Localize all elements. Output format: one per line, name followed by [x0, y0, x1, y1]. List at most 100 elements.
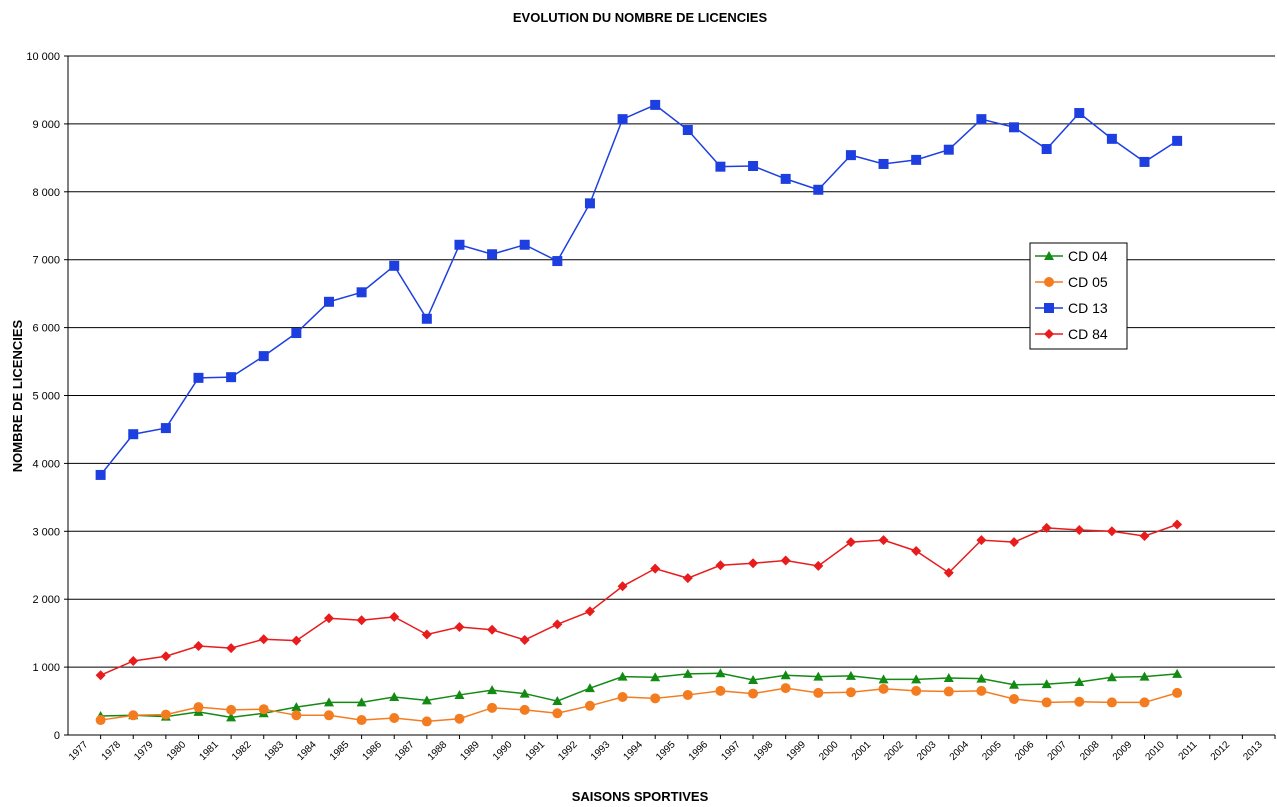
marker [356, 615, 367, 626]
marker [1106, 526, 1117, 537]
marker [1074, 108, 1085, 119]
series [95, 519, 1183, 681]
marker [389, 713, 400, 724]
marker [552, 619, 563, 630]
marker [421, 695, 432, 705]
x-tick-label: 2008 [1078, 739, 1102, 763]
x-tick-label: 1984 [295, 739, 319, 763]
marker [1041, 144, 1052, 155]
marker [226, 712, 237, 722]
marker [1172, 519, 1183, 530]
y-tick-label: 8 000 [32, 187, 60, 199]
marker [519, 688, 530, 698]
marker [813, 560, 824, 571]
marker [682, 573, 693, 584]
series [95, 99, 1183, 480]
x-tick-label: 2007 [1046, 739, 1070, 763]
marker [682, 689, 693, 700]
marker [291, 710, 302, 721]
marker [813, 184, 824, 195]
x-tick-label: 2004 [948, 739, 972, 763]
marker [1009, 122, 1020, 133]
line [100, 523, 1178, 676]
marker [1044, 277, 1054, 287]
marker [682, 125, 693, 136]
x-tick-label: 2010 [1143, 739, 1167, 763]
marker [650, 672, 661, 682]
y-tick-label: 0 [54, 730, 60, 742]
x-tick-label: 1995 [654, 739, 678, 763]
marker [291, 635, 302, 646]
marker [226, 372, 237, 383]
x-tick-label: 2012 [1209, 739, 1233, 763]
marker [193, 641, 204, 652]
marker [1139, 531, 1150, 542]
marker [976, 685, 987, 696]
marker [128, 429, 139, 440]
marker [976, 673, 987, 683]
marker [291, 702, 302, 712]
marker [650, 563, 661, 574]
marker [878, 158, 889, 169]
marker [1074, 524, 1085, 535]
y-tick-label: 3 000 [32, 526, 60, 538]
marker [1009, 679, 1020, 689]
marker [258, 634, 269, 645]
x-tick-label: 2001 [850, 739, 874, 763]
series [95, 668, 1183, 722]
y-axis-title: NOMBRE DE LICENCIES [10, 319, 25, 472]
marker [1139, 697, 1150, 708]
marker [943, 567, 954, 578]
y-tick-label: 4 000 [32, 458, 60, 470]
marker [291, 328, 302, 339]
marker [258, 351, 269, 362]
marker [878, 683, 889, 694]
x-tick-label: 1997 [719, 739, 743, 763]
marker [911, 685, 922, 696]
marker [487, 702, 498, 713]
marker [1172, 668, 1183, 678]
marker [160, 423, 171, 434]
y-tick-label: 9 000 [32, 119, 60, 131]
marker [1044, 303, 1054, 313]
marker [421, 313, 432, 324]
marker [128, 710, 139, 721]
marker [584, 606, 595, 617]
marker [1041, 679, 1052, 689]
marker [976, 535, 987, 546]
marker [389, 611, 400, 622]
x-tick-label: 1994 [621, 739, 645, 763]
marker [617, 581, 628, 592]
x-tick-label: 1988 [426, 739, 450, 763]
legend-label: CD 04 [1068, 248, 1108, 264]
x-tick-label: 1985 [328, 739, 352, 763]
marker [193, 372, 204, 383]
marker [878, 674, 889, 684]
x-tick-label: 1978 [100, 739, 124, 763]
marker [976, 114, 987, 125]
line [100, 672, 1178, 719]
marker [454, 689, 465, 699]
x-tick-label: 2006 [1013, 739, 1037, 763]
legend-label: CD 05 [1068, 274, 1108, 290]
marker [1074, 696, 1085, 707]
y-tick-label: 2 000 [32, 594, 60, 606]
x-tick-label: 2009 [1111, 739, 1135, 763]
x-tick-label: 1977 [67, 739, 91, 763]
marker [552, 708, 563, 719]
marker [1106, 697, 1117, 708]
marker [389, 260, 400, 271]
legend-label: CD 13 [1068, 300, 1108, 316]
x-tick-label: 1990 [491, 739, 515, 763]
marker [617, 691, 628, 702]
marker [1009, 537, 1020, 548]
marker [1009, 694, 1020, 705]
marker [356, 715, 367, 726]
marker [487, 624, 498, 635]
marker [323, 296, 334, 307]
x-tick-label: 1993 [589, 739, 613, 763]
x-tick-label: 1998 [752, 739, 776, 763]
x-tick-label: 1981 [197, 739, 221, 763]
marker [356, 697, 367, 707]
marker [323, 697, 334, 707]
